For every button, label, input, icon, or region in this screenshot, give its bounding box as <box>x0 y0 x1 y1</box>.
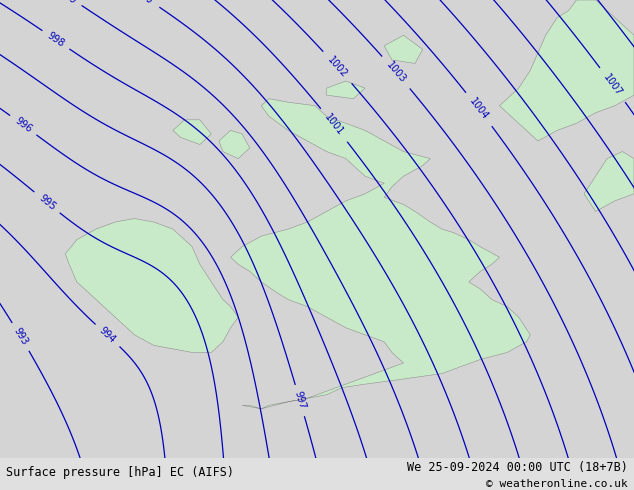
Text: 997: 997 <box>292 391 307 411</box>
Polygon shape <box>384 35 423 63</box>
Text: Surface pressure [hPa] EC (AIFS): Surface pressure [hPa] EC (AIFS) <box>6 466 235 479</box>
Text: 1007: 1007 <box>601 72 624 98</box>
Polygon shape <box>219 130 250 159</box>
Text: 995: 995 <box>37 193 57 212</box>
Polygon shape <box>231 98 530 409</box>
Polygon shape <box>173 120 211 145</box>
Text: 1004: 1004 <box>468 97 491 122</box>
Text: 993: 993 <box>11 326 30 347</box>
Polygon shape <box>65 219 238 352</box>
Polygon shape <box>584 151 634 212</box>
Polygon shape <box>500 0 634 141</box>
Text: 1000: 1000 <box>129 0 155 6</box>
Text: We 25-09-2024 00:00 UTC (18+7B): We 25-09-2024 00:00 UTC (18+7B) <box>407 461 628 474</box>
Text: 998: 998 <box>46 30 67 49</box>
Text: 996: 996 <box>13 116 34 135</box>
Text: 1001: 1001 <box>323 112 346 138</box>
Text: 999: 999 <box>58 0 79 6</box>
Text: 1003: 1003 <box>384 60 408 85</box>
Text: 1002: 1002 <box>326 55 349 80</box>
Text: 994: 994 <box>98 325 118 345</box>
Text: © weatheronline.co.uk: © weatheronline.co.uk <box>486 479 628 489</box>
Polygon shape <box>327 81 365 98</box>
